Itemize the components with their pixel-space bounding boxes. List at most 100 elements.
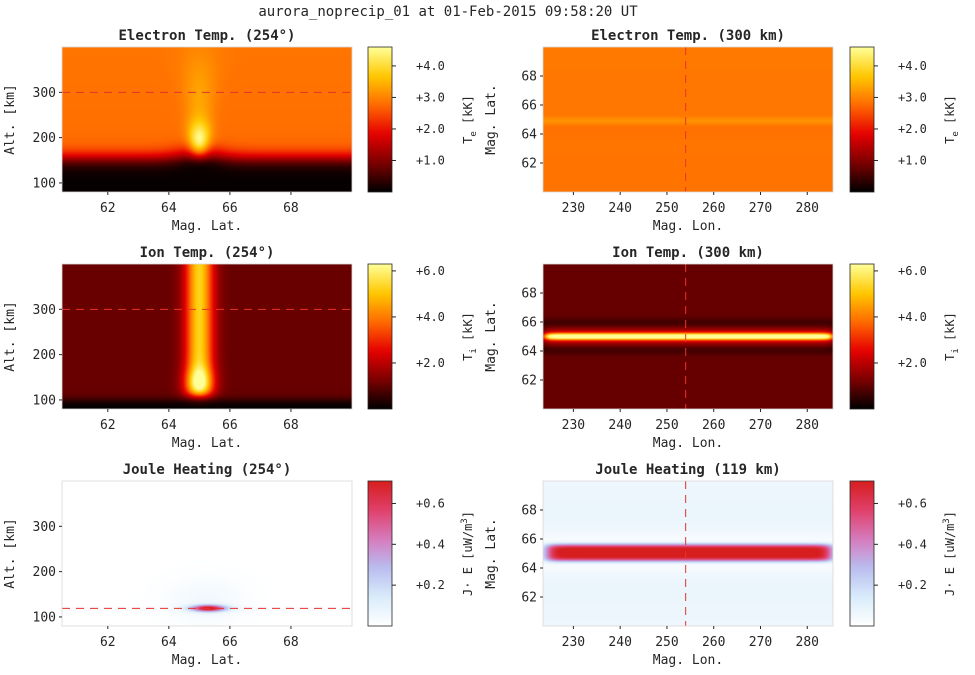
- jh_cut-colorbar-tick-label: +0.4: [416, 537, 445, 551]
- ti_map-ytick-label: 62: [521, 374, 537, 389]
- jh_map-colorbar-tick-label: +0.4: [898, 537, 927, 551]
- ti_map-xtick-label: 240: [608, 418, 631, 433]
- jh_cut-ytick-label: 300: [33, 520, 56, 535]
- te_map-ylabel: Mag. Lat.: [484, 84, 499, 154]
- jh_map-xtick-label: 280: [796, 635, 819, 650]
- jh_cut-ytick-label: 100: [33, 610, 56, 625]
- jh_cut-colorbar-label: J· E [uW/m3]: [460, 511, 475, 596]
- jh_map-heatmap-image: [543, 481, 833, 626]
- jh_cut-colorbar-tick-label: +0.2: [416, 578, 445, 592]
- ti_cut-axes-frame: [61, 263, 353, 410]
- ti_cut-colorbar-tick-label: +6.0: [416, 264, 445, 278]
- te_map-colorbar-tick-label: +1.0: [898, 153, 927, 167]
- te_cut-colorbar-tick-label: +4.0: [416, 59, 445, 73]
- jh_cut-xtick-label: 62: [100, 635, 116, 650]
- jh_cut-colorbar-tick-label: +0.6: [416, 496, 445, 510]
- te_map-title: Electron Temp. (300 km): [591, 28, 785, 44]
- jh_map-ytick-label: 62: [521, 591, 537, 606]
- ti_cut-xlabel: Mag. Lat.: [172, 436, 242, 451]
- panel-te_map: Electron Temp. (300 km) 230 240 250 260 270 28…: [484, 28, 961, 234]
- te_cut-colorbar-tick-label: +1.0: [416, 153, 445, 167]
- ti_cut-xtick-label: 64: [161, 418, 177, 433]
- te_map-ytick-label: 62: [521, 157, 537, 172]
- te_map-colorbar-tick-label: +2.0: [898, 122, 927, 136]
- te_map-xtick-label: 240: [608, 201, 631, 216]
- ti_map-colorbar-tick-label: +2.0: [898, 356, 927, 370]
- ti_map-ytick-label: 64: [521, 345, 537, 360]
- jh_cut-xlabel: Mag. Lat.: [172, 653, 242, 668]
- panel-ti_cut: Ion Temp. (254°) 62 64 66 68 Mag. Lat. 100 200 3…: [3, 245, 479, 451]
- te_cut-colorbar-tick-label: +2.0: [416, 122, 445, 136]
- te_map-xtick-label: 250: [655, 201, 678, 216]
- ti_map-xlabel: Mag. Lon.: [653, 436, 723, 451]
- te_map-xlabel: Mag. Lon.: [653, 219, 723, 234]
- te_cut-ytick-label: 100: [33, 176, 56, 191]
- ti_cut-ytick-label: 100: [33, 393, 56, 408]
- jh_map-colorbar-tick-label: +0.2: [898, 578, 927, 592]
- jh_map-colorbar: [849, 480, 875, 627]
- ti_map-colorbar-tick-label: +6.0: [898, 264, 927, 278]
- ti_cut-colorbar-tick-label: +2.0: [416, 356, 445, 370]
- ti_cut-colorbar-label: Ti [kK]: [461, 312, 479, 361]
- ti_map-heatmap-image: [543, 264, 833, 409]
- jh_map-xtick-label: 230: [562, 635, 585, 650]
- jh_map-title: Joule Heating (119 km): [595, 462, 780, 478]
- ti_map-colorbar-label: Ti [kK]: [943, 312, 961, 361]
- ti_map-xtick-label: 260: [702, 418, 725, 433]
- jh_cut-heatmap-image: [62, 481, 352, 626]
- panel-ti_map: Ion Temp. (300 km) 230 240 250 260 270 280 Mag.…: [484, 245, 961, 451]
- te_map-ytick-label: 68: [521, 70, 537, 85]
- ti_cut-ylabel: Alt. [km]: [3, 301, 18, 371]
- jh_cut-xtick-label: 64: [161, 635, 177, 650]
- te_cut-colorbar-label: Te [kK]: [461, 95, 479, 144]
- jh_cut-title: Joule Heating (254°): [123, 462, 292, 478]
- ti_map-colorbar-tick-label: +4.0: [898, 310, 927, 324]
- ti_cut-ytick-label: 300: [33, 303, 56, 318]
- ti_map-ytick-label: 68: [521, 287, 537, 302]
- te_cut-xlabel: Mag. Lat.: [172, 219, 242, 234]
- te_cut-colorbar-tick-label: +3.0: [416, 90, 445, 104]
- te_map-colorbar-tick-label: +3.0: [898, 90, 927, 104]
- jh_map-ytick-label: 68: [521, 504, 537, 519]
- te_map-axes-frame: [542, 46, 834, 193]
- te_cut-xtick-label: 62: [100, 201, 116, 216]
- jh_cut-xtick-label: 68: [283, 635, 299, 650]
- te_map-colorbar: [849, 46, 875, 193]
- jh_map-ytick-label: 66: [521, 533, 537, 548]
- panel-te_cut: Electron Temp. (254°) 62 64 66 68 Mag. Lat. 10…: [3, 28, 479, 234]
- figure-suptitle: aurora_noprecip_01 at 01-Feb-2015 09:58:…: [258, 4, 638, 20]
- te_cut-xtick-label: 66: [222, 201, 238, 216]
- te_map-xtick-label: 230: [562, 201, 585, 216]
- ti_map-xtick-label: 270: [749, 418, 772, 433]
- jh_cut-axes-frame: [61, 480, 353, 627]
- ti_map-xtick-label: 280: [796, 418, 819, 433]
- ti_map-ylabel: Mag. Lat.: [484, 301, 499, 371]
- te_map-colorbar-label: Te [kK]: [943, 95, 961, 144]
- te_cut-xtick-label: 68: [283, 201, 299, 216]
- te_cut-title: Electron Temp. (254°): [118, 28, 295, 44]
- ti_map-title: Ion Temp. (300 km): [612, 245, 764, 261]
- jh_cut-ylabel: Alt. [km]: [3, 518, 18, 588]
- te_cut-ylabel: Alt. [km]: [3, 84, 18, 154]
- te_map-xtick-label: 280: [796, 201, 819, 216]
- panel-jh_cut: Joule Heating (254°) 62 64 66 68 Mag. Lat. 100…: [3, 462, 475, 668]
- ti_cut-ytick-label: 200: [33, 348, 56, 363]
- jh_map-xtick-label: 250: [655, 635, 678, 650]
- te_cut-axes-frame: [61, 46, 353, 193]
- panel-jh_map: Joule Heating (119 km) 230 240 250 260 270 280…: [484, 462, 957, 668]
- te_map-xtick-label: 270: [749, 201, 772, 216]
- jh_map-colorbar-label: J· E [uW/m3]: [942, 511, 957, 596]
- ti_cut-xtick-label: 62: [100, 418, 116, 433]
- jh_map-colorbar-tick-label: +0.6: [898, 496, 927, 510]
- te_map-ytick-label: 64: [521, 128, 537, 143]
- te_map-heatmap-image: [543, 47, 833, 192]
- ti_map-colorbar: [849, 263, 875, 410]
- ti_cut-colorbar: [367, 263, 393, 410]
- ti_cut-heatmap-image: [62, 264, 352, 409]
- te_cut-heatmap-image: [62, 47, 352, 192]
- jh_cut-ytick-label: 200: [33, 565, 56, 580]
- ti_map-xtick-label: 250: [655, 418, 678, 433]
- te_cut-xtick-label: 64: [161, 201, 177, 216]
- te_cut-colorbar: [367, 46, 393, 193]
